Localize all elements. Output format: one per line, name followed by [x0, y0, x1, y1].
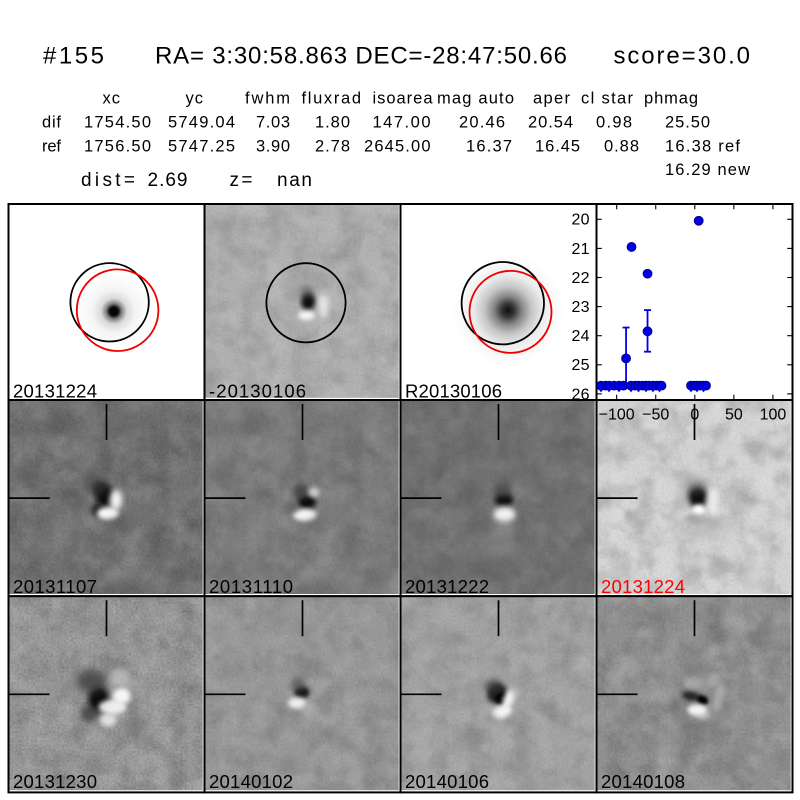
svg-text:yc: yc	[186, 89, 204, 107]
svg-text:20: 20	[572, 212, 590, 229]
svg-text:1756.50: 1756.50	[84, 137, 151, 155]
svg-text:20140106: 20140106	[405, 771, 489, 792]
svg-text:0.88: 0.88	[604, 137, 639, 155]
svg-text:20.46: 20.46	[459, 114, 505, 132]
svg-text:1754.50: 1754.50	[84, 114, 151, 132]
svg-text:3.90: 3.90	[256, 137, 290, 155]
svg-text:22: 22	[572, 270, 590, 287]
svg-text:16.38 ref: 16.38 ref	[665, 137, 740, 155]
svg-text:xc: xc	[103, 89, 121, 107]
svg-text:aper: aper	[533, 89, 571, 107]
svg-text:RA= 3:30:58.863 DEC=-28:47:50.: RA= 3:30:58.863 DEC=-28:47:50.66	[155, 42, 567, 69]
svg-text:score=30.0: score=30.0	[614, 42, 751, 69]
svg-text:23: 23	[572, 299, 590, 316]
svg-text:2645.00: 2645.00	[364, 137, 431, 155]
svg-text:20.54: 20.54	[528, 114, 573, 132]
svg-text:nan: nan	[277, 170, 312, 191]
svg-text:fwhm: fwhm	[245, 89, 290, 107]
svg-text:20131107: 20131107	[13, 576, 97, 597]
svg-text:7.03: 7.03	[256, 114, 290, 132]
svg-text:16.37: 16.37	[466, 137, 512, 155]
svg-text:-20130106: -20130106	[209, 380, 306, 401]
svg-text:20131222: 20131222	[405, 576, 489, 597]
svg-text:−50: −50	[642, 407, 669, 424]
svg-text:0: 0	[690, 407, 699, 424]
svg-text:dif: dif	[42, 114, 61, 132]
svg-text:20140102: 20140102	[209, 771, 293, 792]
svg-text:1.80: 1.80	[315, 114, 350, 132]
svg-text:5749.04: 5749.04	[168, 114, 235, 132]
svg-text:mag auto: mag auto	[437, 89, 514, 107]
svg-text:20131230: 20131230	[13, 771, 97, 792]
svg-text:z=: z=	[230, 170, 253, 191]
svg-text:dist=: dist=	[81, 170, 135, 191]
svg-text:5747.25: 5747.25	[168, 137, 235, 155]
svg-text:R20130106: R20130106	[405, 380, 502, 401]
svg-text:50: 50	[725, 407, 743, 424]
svg-text:147.00: 147.00	[373, 114, 431, 132]
svg-text:100: 100	[760, 407, 787, 424]
svg-text:20131110: 20131110	[209, 576, 293, 597]
svg-text:20131224: 20131224	[13, 380, 97, 401]
svg-text:phmag: phmag	[644, 89, 698, 107]
svg-text:20140108: 20140108	[601, 771, 685, 792]
svg-text:16.29 new: 16.29 new	[665, 161, 750, 179]
svg-text:26: 26	[572, 386, 590, 403]
svg-text:cl star: cl star	[581, 89, 634, 107]
svg-text:fluxrad: fluxrad	[302, 89, 362, 107]
svg-text:ref: ref	[42, 137, 61, 155]
svg-text:20131224: 20131224	[601, 576, 685, 597]
svg-text:21: 21	[572, 241, 590, 258]
svg-text:2.78: 2.78	[315, 137, 350, 155]
svg-text:0.98: 0.98	[596, 114, 632, 132]
svg-text:isoarea: isoarea	[373, 89, 434, 107]
svg-text:25.50: 25.50	[665, 114, 710, 132]
svg-text:16.45: 16.45	[535, 137, 580, 155]
svg-text:24: 24	[572, 328, 590, 345]
svg-text:#155: #155	[43, 42, 104, 69]
svg-text:25: 25	[572, 357, 590, 374]
svg-text:2.69: 2.69	[148, 170, 188, 191]
svg-text:−100: −100	[599, 407, 635, 424]
